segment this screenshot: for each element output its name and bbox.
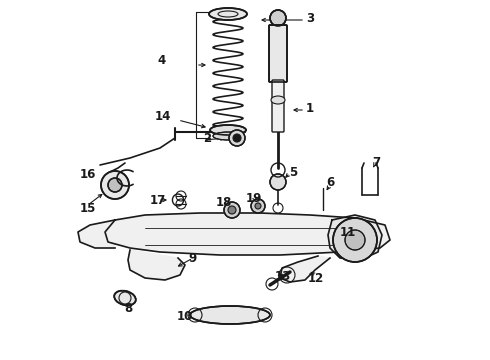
Ellipse shape bbox=[271, 96, 285, 104]
Text: 19: 19 bbox=[246, 192, 262, 204]
Text: 15: 15 bbox=[80, 202, 96, 215]
Circle shape bbox=[270, 10, 286, 26]
Ellipse shape bbox=[190, 306, 270, 324]
Text: 1: 1 bbox=[306, 102, 314, 114]
Circle shape bbox=[224, 202, 240, 218]
Polygon shape bbox=[328, 215, 382, 260]
Text: 13: 13 bbox=[275, 270, 291, 283]
Text: 11: 11 bbox=[340, 225, 356, 238]
Text: 8: 8 bbox=[124, 302, 132, 315]
Circle shape bbox=[228, 206, 236, 214]
FancyBboxPatch shape bbox=[272, 80, 284, 132]
Text: 3: 3 bbox=[306, 12, 314, 24]
Ellipse shape bbox=[213, 132, 243, 140]
Polygon shape bbox=[280, 256, 330, 282]
Circle shape bbox=[233, 134, 241, 142]
Text: 4: 4 bbox=[158, 54, 166, 67]
Circle shape bbox=[270, 174, 286, 190]
Text: 5: 5 bbox=[289, 166, 297, 179]
Circle shape bbox=[345, 230, 365, 250]
Circle shape bbox=[229, 130, 245, 146]
Polygon shape bbox=[105, 213, 390, 255]
Text: 12: 12 bbox=[308, 271, 324, 284]
Ellipse shape bbox=[209, 8, 247, 20]
Polygon shape bbox=[128, 250, 185, 280]
Text: 17: 17 bbox=[150, 194, 166, 207]
Text: 10: 10 bbox=[177, 310, 193, 323]
Text: 16: 16 bbox=[80, 168, 96, 181]
Text: 9: 9 bbox=[188, 252, 196, 265]
Circle shape bbox=[101, 171, 129, 199]
Text: 7: 7 bbox=[372, 157, 380, 170]
Ellipse shape bbox=[114, 291, 136, 305]
FancyBboxPatch shape bbox=[269, 25, 287, 82]
Circle shape bbox=[333, 218, 377, 262]
Ellipse shape bbox=[210, 125, 246, 135]
Circle shape bbox=[255, 203, 261, 209]
Text: 2: 2 bbox=[203, 131, 211, 144]
Text: 6: 6 bbox=[326, 176, 334, 189]
Circle shape bbox=[108, 178, 122, 192]
Text: 18: 18 bbox=[216, 195, 232, 208]
Circle shape bbox=[251, 199, 265, 213]
Text: 14: 14 bbox=[155, 111, 171, 123]
Polygon shape bbox=[78, 220, 115, 248]
